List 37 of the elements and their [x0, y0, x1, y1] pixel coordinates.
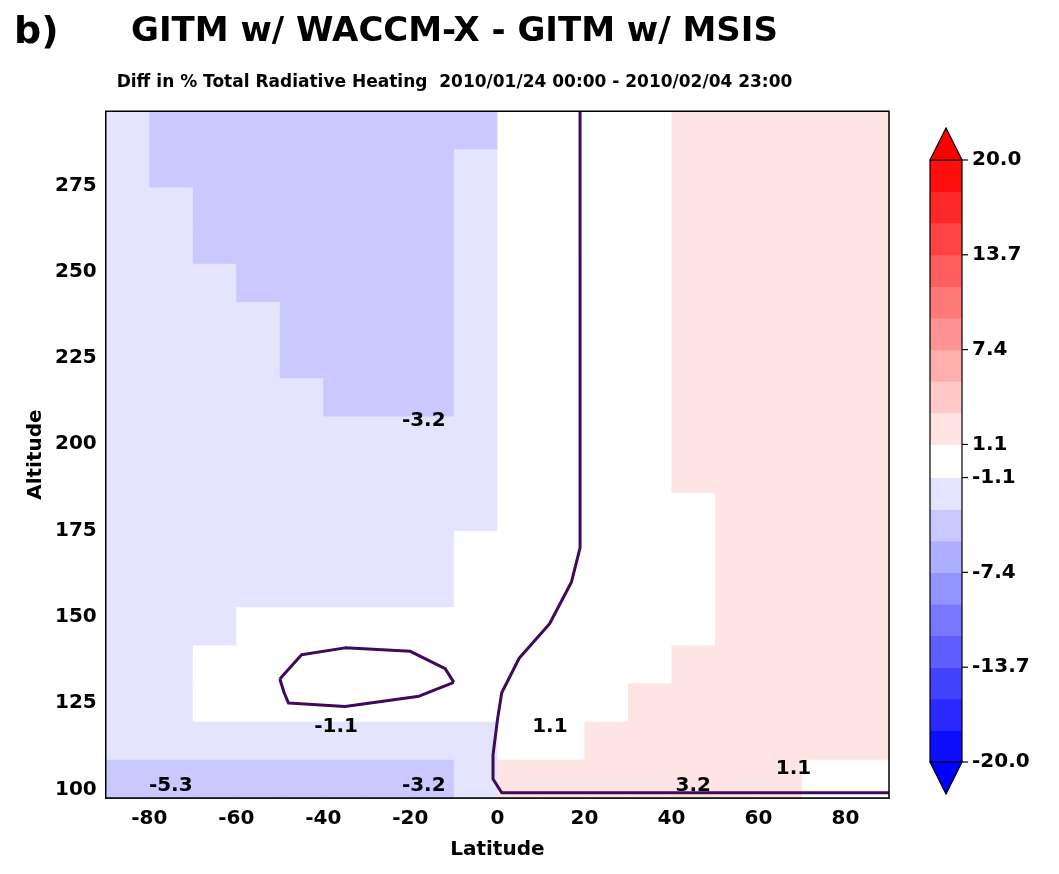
- x-tick-label: 80: [831, 805, 860, 830]
- x-axis-title: Latitude: [450, 836, 545, 861]
- color-bar-label: -7.4: [972, 558, 1016, 583]
- chart-subtitle: Diff in % Total Radiative Heating 2010/01/24 00:00 - 2010/02/04 23:00: [116, 71, 793, 92]
- annotation: -1.1: [314, 713, 358, 738]
- x-tick-label: -20: [392, 805, 429, 830]
- color-bar-label: -13.7: [972, 653, 1030, 678]
- y-tick-label: 125: [55, 689, 97, 714]
- color-bar-label: -1.1: [972, 463, 1016, 488]
- y-tick-label: 250: [55, 257, 97, 282]
- x-tick-label: 20: [570, 805, 599, 830]
- y-tick-label: 100: [55, 775, 97, 800]
- annotation: 3.2: [675, 771, 711, 796]
- x-tick-label: 0: [490, 805, 505, 830]
- color-bar-label: 20.0: [972, 146, 1022, 171]
- chart-title: GITM w/ WACCM-X - GITM w/ MSIS: [131, 9, 778, 50]
- x-tick-label: -80: [131, 805, 168, 830]
- y-tick-label: 150: [55, 603, 97, 628]
- y-axis-title: Altitude: [22, 409, 47, 500]
- color-bar-label: 13.7: [972, 241, 1022, 266]
- color-bar-label: 7.4: [972, 335, 1008, 360]
- x-tick-label: -40: [305, 805, 342, 830]
- annotation: 1.1: [532, 713, 568, 738]
- x-tick-label: 60: [744, 805, 773, 830]
- text: b): [14, 7, 59, 52]
- color-bar-label: -20.0: [972, 748, 1030, 773]
- y-tick-label: 275: [55, 171, 97, 196]
- annotation: 1.1: [775, 754, 812, 779]
- x-tick-label: -60: [218, 805, 255, 830]
- y-tick-label: 225: [55, 344, 97, 369]
- annotation: -5.3: [148, 771, 193, 796]
- annotation: -3.2: [401, 407, 446, 432]
- y-tick-label: 200: [55, 430, 97, 455]
- annotation: -3.2: [401, 771, 446, 796]
- color-bar-label: 1.1: [972, 430, 1008, 455]
- y-tick-label: 175: [55, 516, 97, 541]
- x-tick-label: 40: [657, 805, 686, 830]
